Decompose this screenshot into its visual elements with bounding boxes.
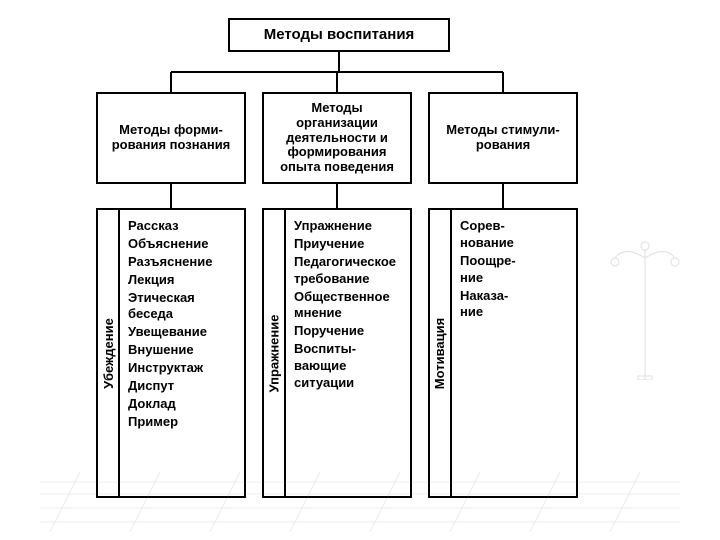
list-item: Внушение xyxy=(128,342,236,359)
list-item: Разъяснение xyxy=(128,254,236,271)
list-item: Диспут xyxy=(128,378,236,395)
vertical-label-1: Убеждение xyxy=(96,208,120,498)
list-item: Доклад xyxy=(128,396,236,413)
branch-title-1: Методы форми-рования познания xyxy=(112,123,231,153)
leaf-items-3: Сорев-нованиеПоощре-ниеНаказа-ние xyxy=(452,208,578,498)
list-item: Рассказ xyxy=(128,218,236,235)
branch-title-3: Методы стимули-рования xyxy=(446,123,560,153)
list-item: Увещевание xyxy=(128,324,236,341)
list-item: Поручение xyxy=(294,323,402,340)
hierarchy-diagram: Методы воспитания Методы форми-рования п… xyxy=(88,18,586,506)
leaf-items-1: РассказОбъяснениеРазъяснениеЛекцияЭтичес… xyxy=(120,208,246,498)
list-item: Общественное мнение xyxy=(294,289,402,323)
leaf-group-1: Убеждение РассказОбъяснениеРазъяснениеЛе… xyxy=(96,208,246,498)
branch-title-2: Методы организации деятельности и формир… xyxy=(270,101,404,176)
vertical-label-2: Упражнение xyxy=(262,208,286,498)
list-item: Лекция xyxy=(128,272,236,289)
vertical-label-3: Мотивация xyxy=(428,208,452,498)
list-item: Инструктаж xyxy=(128,360,236,377)
list-item: Воспиты-вающие ситуации xyxy=(294,341,402,392)
branch-node-2: Методы организации деятельности и формир… xyxy=(262,92,412,184)
lamppost-decoration xyxy=(600,230,690,380)
list-item: Наказа-ние xyxy=(460,288,568,322)
root-node: Методы воспитания xyxy=(228,18,450,52)
root-title: Методы воспитания xyxy=(264,26,415,43)
ground-decoration xyxy=(40,472,680,532)
list-item: Поощре-ние xyxy=(460,253,568,287)
leaf-group-3: Мотивация Сорев-нованиеПоощре-ниеНаказа-… xyxy=(428,208,578,498)
list-item: Упражнение xyxy=(294,218,402,235)
list-item: Объяснение xyxy=(128,236,236,253)
leaf-group-2: Упражнение УпражнениеПриучениеПедагогиче… xyxy=(262,208,412,498)
leaf-items-2: УпражнениеПриучениеПедагогическое требов… xyxy=(286,208,412,498)
list-item: Педагогическое требование xyxy=(294,254,402,288)
list-item: Этическая беседа xyxy=(128,290,236,324)
branch-node-3: Методы стимули-рования xyxy=(428,92,578,184)
list-item: Пример xyxy=(128,414,236,431)
branch-node-1: Методы форми-рования познания xyxy=(96,92,246,184)
list-item: Приучение xyxy=(294,236,402,253)
list-item: Сорев-нование xyxy=(460,218,568,252)
